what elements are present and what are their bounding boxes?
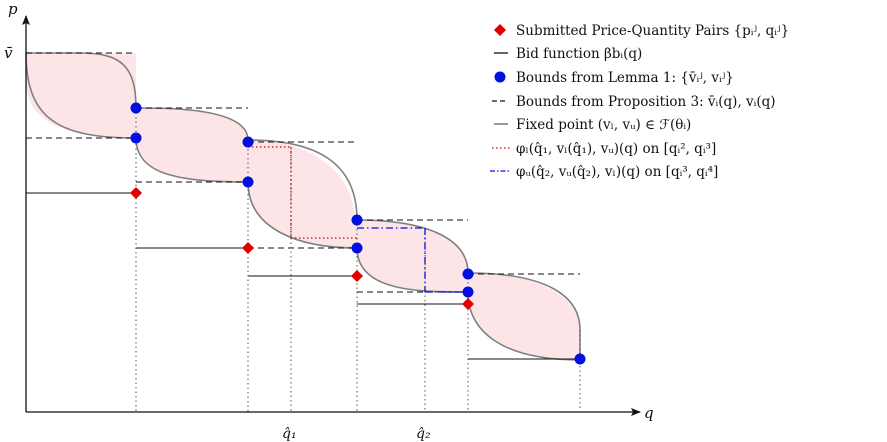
- legend-bounds-lemma: Bounds from Lemma 1: {v̄ᵢʲ, vᵢʲ}: [516, 70, 734, 86]
- legend-diamond-icon: [494, 24, 506, 36]
- lower-fixed-point-curve: [25, 52, 581, 361]
- y-axis-label: p: [8, 0, 18, 18]
- bid-function: [26, 192, 580, 360]
- q-hat-1-label: q̂₁: [282, 426, 297, 442]
- legend-bid: Bid function βbᵢ(q): [516, 46, 642, 62]
- proposition-bounds: [26, 52, 580, 293]
- legend-phi-l: φₗ(q̂₁, vₗ(q̂₁), vᵤ)(q) on [qᵢ², qᵢ³]: [516, 141, 716, 157]
- legend: Submitted Price-Quantity Pairs {pᵢʲ, qᵢʲ…: [490, 23, 789, 180]
- submitted-pairs: [130, 187, 474, 310]
- x-axis-label: q: [644, 404, 654, 422]
- phi-u-path: [357, 227, 468, 293]
- lemma-bound-points: [130, 102, 586, 365]
- legend-circle-icon: [494, 71, 506, 83]
- legend-submitted: Submitted Price-Quantity Pairs {pᵢʲ, qᵢʲ…: [516, 23, 789, 39]
- legend-fixed-point: Fixed point (vₗ, vᵤ) ∈ ℱ(θᵢ): [516, 117, 691, 133]
- v-bar-label: v̄: [4, 44, 13, 62]
- upper-fixed-point-curve: [26, 52, 581, 331]
- legend-phi-u: φᵤ(q̂₂, vᵤ(q̂₂), vₗ)(q) on [qᵢ³, qᵢ⁴]: [516, 164, 718, 180]
- phi-l-path: [248, 146, 357, 239]
- legend-bounds-prop: Bounds from Proposition 3: v̄ᵢ(q), vᵢ(q): [516, 94, 776, 110]
- fixed-point-region: [26, 53, 580, 360]
- q-hat-2-label: q̂₂: [416, 426, 431, 442]
